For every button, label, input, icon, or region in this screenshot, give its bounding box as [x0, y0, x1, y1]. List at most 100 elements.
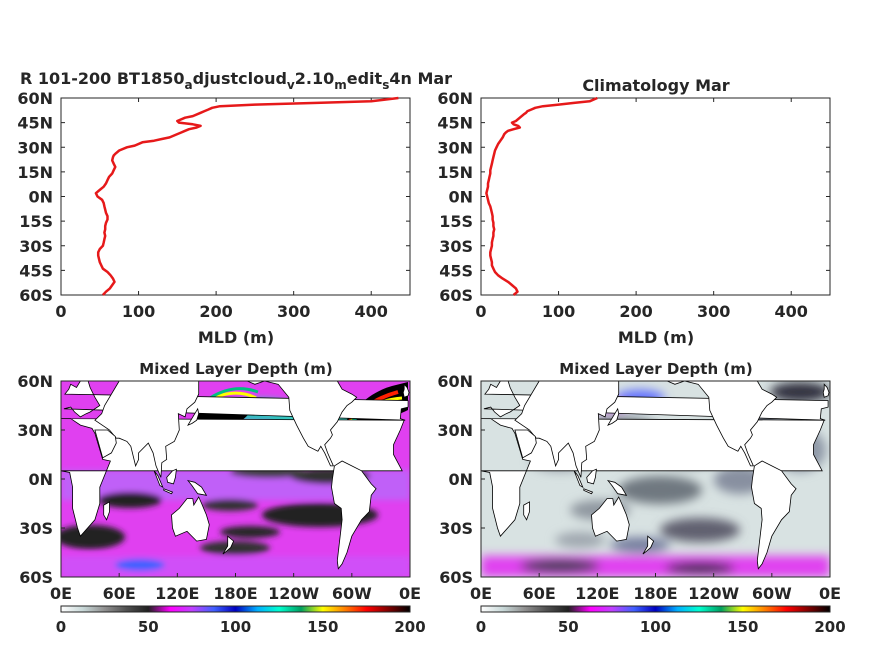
- colorbar-tick-label: 0: [476, 618, 486, 636]
- colorbar-tick-label: 50: [558, 618, 579, 636]
- y-tick-label: 0N: [28, 188, 53, 207]
- lon-tick-label: 0E: [470, 584, 492, 603]
- continent-outline: [94, 381, 200, 478]
- y-tick-label: 60N: [437, 89, 473, 108]
- continent-outline: [246, 381, 358, 467]
- colorbar-tick-label: 0: [56, 618, 66, 636]
- map-model-colorbar: [60, 605, 411, 613]
- y-tick-label: 0N: [448, 188, 473, 207]
- x-tick-label: 0: [55, 302, 66, 321]
- lat-tick-label: 60S: [19, 568, 53, 587]
- continent-outline: [331, 460, 377, 570]
- y-tick-label: 15S: [439, 212, 473, 231]
- lon-tick-label: 180E: [633, 584, 677, 603]
- y-tick-label: 45S: [19, 261, 53, 280]
- y-tick-label: 30S: [439, 237, 473, 256]
- y-tick-label: 60S: [19, 286, 53, 305]
- lat-tick-label: 60N: [437, 372, 473, 391]
- x-tick-label: 300: [277, 302, 310, 321]
- y-tick-label: 15S: [19, 212, 53, 231]
- colorbar-tick-label: 200: [394, 618, 425, 636]
- continent-outline: [666, 381, 778, 467]
- y-tick-label: 45N: [17, 114, 53, 133]
- profile-clim-line: [485, 96, 598, 296]
- lat-tick-label: 60N: [17, 372, 53, 391]
- x-tick-label: 200: [199, 302, 232, 321]
- lat-tick-label: 30N: [17, 421, 53, 440]
- profile-model-axes: [60, 97, 411, 296]
- lon-tick-label: 0E: [50, 584, 72, 603]
- continent-outline: [751, 460, 797, 570]
- map-clim-field: [481, 381, 830, 577]
- profile-panel-climatology: Climatology Mar 0 100 200 300 400 60N 45N 30N 15…: [437, 76, 831, 347]
- map-panel-model: Mixed Layer Depth (m): [17, 360, 425, 636]
- colorbar-tick-label: 100: [220, 618, 251, 636]
- lon-tick-label: 60E: [523, 584, 556, 603]
- map-model-colorbar-ticks: 0 50 100 150 200: [56, 618, 426, 636]
- continent-outline: [103, 501, 110, 521]
- lon-tick-label: 120E: [155, 584, 199, 603]
- profile-model-title: R 101-200 BT1850adjustcloudv2.10medits4n…: [20, 69, 452, 92]
- x-tick-label: 200: [619, 302, 652, 321]
- profile-model-line: [94, 96, 399, 296]
- continent-outline: [514, 381, 620, 478]
- map-clim-colorbar-ticks: 0 50 100 150 200: [476, 618, 846, 636]
- continent-outline: [586, 468, 597, 485]
- profile-model-ticks: 0 100 200 300 400 60N 45N 30N 15N 0N 15S 30S 45S 60S: [17, 89, 410, 321]
- y-tick-label: 45N: [437, 114, 473, 133]
- profile-clim-title: Climatology Mar: [582, 76, 729, 95]
- y-tick-label: 30S: [19, 237, 53, 256]
- x-tick-label: 0: [475, 302, 486, 321]
- map-panel-climatology: Mixed Layer Depth (m): [437, 360, 845, 636]
- profile-clim-axes: [480, 97, 831, 296]
- lat-tick-label: 30S: [439, 519, 473, 538]
- continent-outline: [94, 429, 117, 459]
- lon-tick-label: 0E: [819, 584, 841, 603]
- continent-outline: [402, 383, 410, 398]
- y-tick-label: 60S: [439, 286, 473, 305]
- profile-model-xlabel: MLD (m): [198, 328, 274, 347]
- continent-outline: [822, 383, 830, 398]
- profile-clim-ticks: 0 100 200 300 400 60N 45N 30N 15N 0N 15S 30S 45S 60S: [437, 89, 830, 321]
- y-tick-label: 60N: [17, 89, 53, 108]
- colorbar-tick-label: 150: [307, 618, 338, 636]
- colorbar-tick-label: 50: [138, 618, 159, 636]
- lat-tick-label: 60S: [439, 568, 473, 587]
- continent-outline: [163, 488, 174, 495]
- map-model-title: Mixed Layer Depth (m): [139, 360, 332, 378]
- y-tick-label: 45S: [439, 261, 473, 280]
- colorbar-tick-label: 150: [727, 618, 758, 636]
- map-clim-title: Mixed Layer Depth (m): [559, 360, 752, 378]
- colorbar-tick-label: 100: [640, 618, 671, 636]
- lon-tick-label: 60W: [332, 584, 372, 603]
- map-clim-continents: [481, 381, 830, 570]
- continent-outline: [514, 429, 537, 459]
- continent-outline: [642, 535, 655, 555]
- x-tick-label: 300: [697, 302, 730, 321]
- x-tick-label: 400: [355, 302, 388, 321]
- continent-outline: [166, 468, 177, 485]
- lat-tick-label: 30S: [19, 519, 53, 538]
- continent-outline: [523, 501, 530, 521]
- continent-outline: [591, 496, 630, 542]
- lon-tick-label: 60E: [103, 584, 136, 603]
- continent-outline: [607, 407, 620, 426]
- map-model-continents: [61, 381, 410, 570]
- lat-tick-label: 0N: [448, 470, 473, 489]
- x-tick-label: 100: [122, 302, 155, 321]
- y-tick-label: 15N: [437, 163, 473, 182]
- y-tick-label: 30N: [437, 138, 473, 157]
- continent-outline: [153, 470, 164, 489]
- continent-outline: [187, 407, 200, 426]
- continent-outline: [606, 479, 628, 496]
- lon-tick-label: 120W: [268, 584, 319, 603]
- lon-tick-label: 120W: [688, 584, 739, 603]
- colorbar-tick-label: 200: [814, 618, 845, 636]
- continent-outline: [171, 496, 210, 542]
- lon-tick-label: 60W: [752, 584, 792, 603]
- lon-tick-label: 180E: [213, 584, 257, 603]
- lon-tick-label: 0E: [399, 584, 421, 603]
